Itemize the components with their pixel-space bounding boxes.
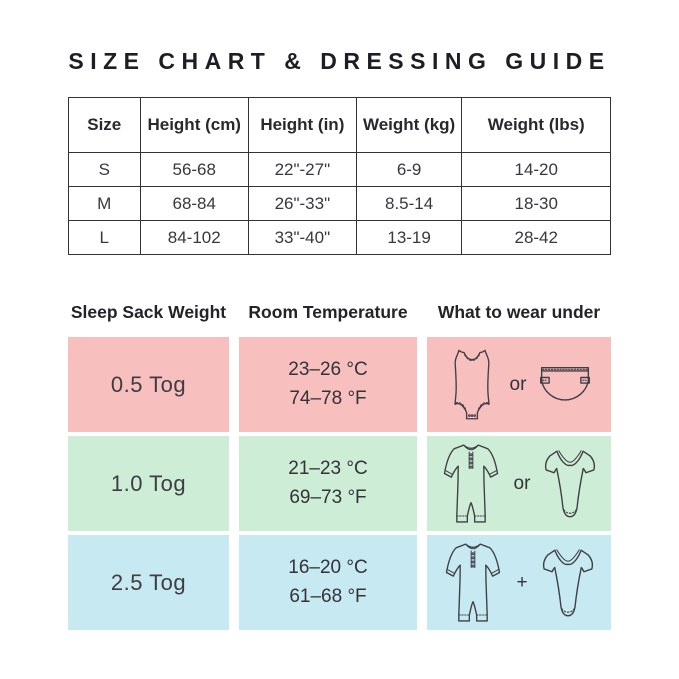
table-row-l: L 84-102 33"-40" 13-19 28-42 xyxy=(68,220,611,255)
table-cell: 33"-40" xyxy=(247,220,357,255)
temperature-cell-0.5-tog: 23–26 °C 74–78 °F xyxy=(239,337,417,432)
size-table-header-weight-kg: Weight (kg) xyxy=(355,97,463,153)
header-what-to-wear-under: What to wear under xyxy=(437,302,601,322)
diaper-icon xyxy=(540,367,591,401)
table-cell: 13-19 xyxy=(355,220,463,255)
wear-cell-0.5-tog: or xyxy=(427,337,611,432)
tog-cell-2.5: 2.5 Tog xyxy=(68,535,229,630)
table-cell: 84-102 xyxy=(139,220,249,255)
bodysuit-icon xyxy=(542,549,593,617)
temperature-cell-2.5-tog: 16–20 °C 61–68 °F xyxy=(239,535,417,630)
tog-cell-1.0: 1.0 Tog xyxy=(68,436,229,531)
page-title: SIZE CHART & DRESSING GUIDE xyxy=(68,48,611,74)
table-cell: 14-20 xyxy=(461,152,611,187)
header-room-temperature: Room Temperature xyxy=(248,302,408,322)
tog-cell-0.5: 0.5 Tog xyxy=(68,337,229,432)
dressing-guide-headers: Sleep Sack Weight Room Temperature What … xyxy=(68,302,611,323)
size-table-header-size: Size xyxy=(68,97,141,153)
dressing-guide-grid: 0.5 Tog 23–26 °C 74–78 °F or xyxy=(68,337,611,630)
table-cell: 6-9 xyxy=(355,152,463,187)
size-table-header-row: Size Height (cm) Height (in) Weight (kg)… xyxy=(68,97,611,153)
size-table-header-weight-lbs: Weight (lbs) xyxy=(461,97,611,153)
header-sleep-sack-weight: Sleep Sack Weight xyxy=(70,302,227,322)
footed-pajama-icon xyxy=(446,542,501,622)
temperature-cell-1.0-tog: 21–23 °C 69–73 °F xyxy=(239,436,417,531)
table-cell: S xyxy=(68,152,141,187)
temp-celsius: 16–20 °C xyxy=(288,557,368,578)
footed-pajama-icon xyxy=(443,443,498,523)
table-cell: 22"-27" xyxy=(247,152,357,187)
connector-or: or xyxy=(509,373,527,395)
table-row-m: M 68-84 26"-33" 8.5-14 18-30 xyxy=(68,186,611,221)
table-cell: L xyxy=(68,220,141,255)
table-cell: 56-68 xyxy=(139,152,249,187)
bodysuit-icon xyxy=(545,450,596,518)
temp-fahrenheit: 69–73 °F xyxy=(289,486,367,508)
connector-or: or xyxy=(513,472,531,494)
size-table: Size Height (cm) Height (in) Weight (kg)… xyxy=(68,97,611,255)
table-cell: 68-84 xyxy=(139,186,249,221)
table-row-s: S 56-68 22"-27" 6-9 14-20 xyxy=(68,152,611,187)
table-cell: 28-42 xyxy=(461,220,611,255)
sleeveless-bodysuit-icon xyxy=(453,349,490,419)
size-table-header-height-in: Height (in) xyxy=(247,97,357,153)
table-cell: M xyxy=(68,186,141,221)
table-cell: 8.5-14 xyxy=(355,186,463,221)
temp-fahrenheit: 74–78 °F xyxy=(289,387,367,409)
table-cell: 26"-33" xyxy=(247,186,357,221)
temp-celsius: 21–23 °C xyxy=(288,458,368,479)
temp-fahrenheit: 61–68 °F xyxy=(289,585,367,607)
dressing-guide: Sleep Sack Weight Room Temperature What … xyxy=(68,302,611,630)
temp-celsius: 23–26 °C xyxy=(288,359,368,380)
wear-cell-2.5-tog: + xyxy=(427,535,611,630)
wear-cell-1.0-tog: or xyxy=(427,436,611,531)
size-table-header-height-cm: Height (cm) xyxy=(139,97,249,153)
connector-plus: + xyxy=(516,571,528,593)
table-cell: 18-30 xyxy=(461,186,611,221)
